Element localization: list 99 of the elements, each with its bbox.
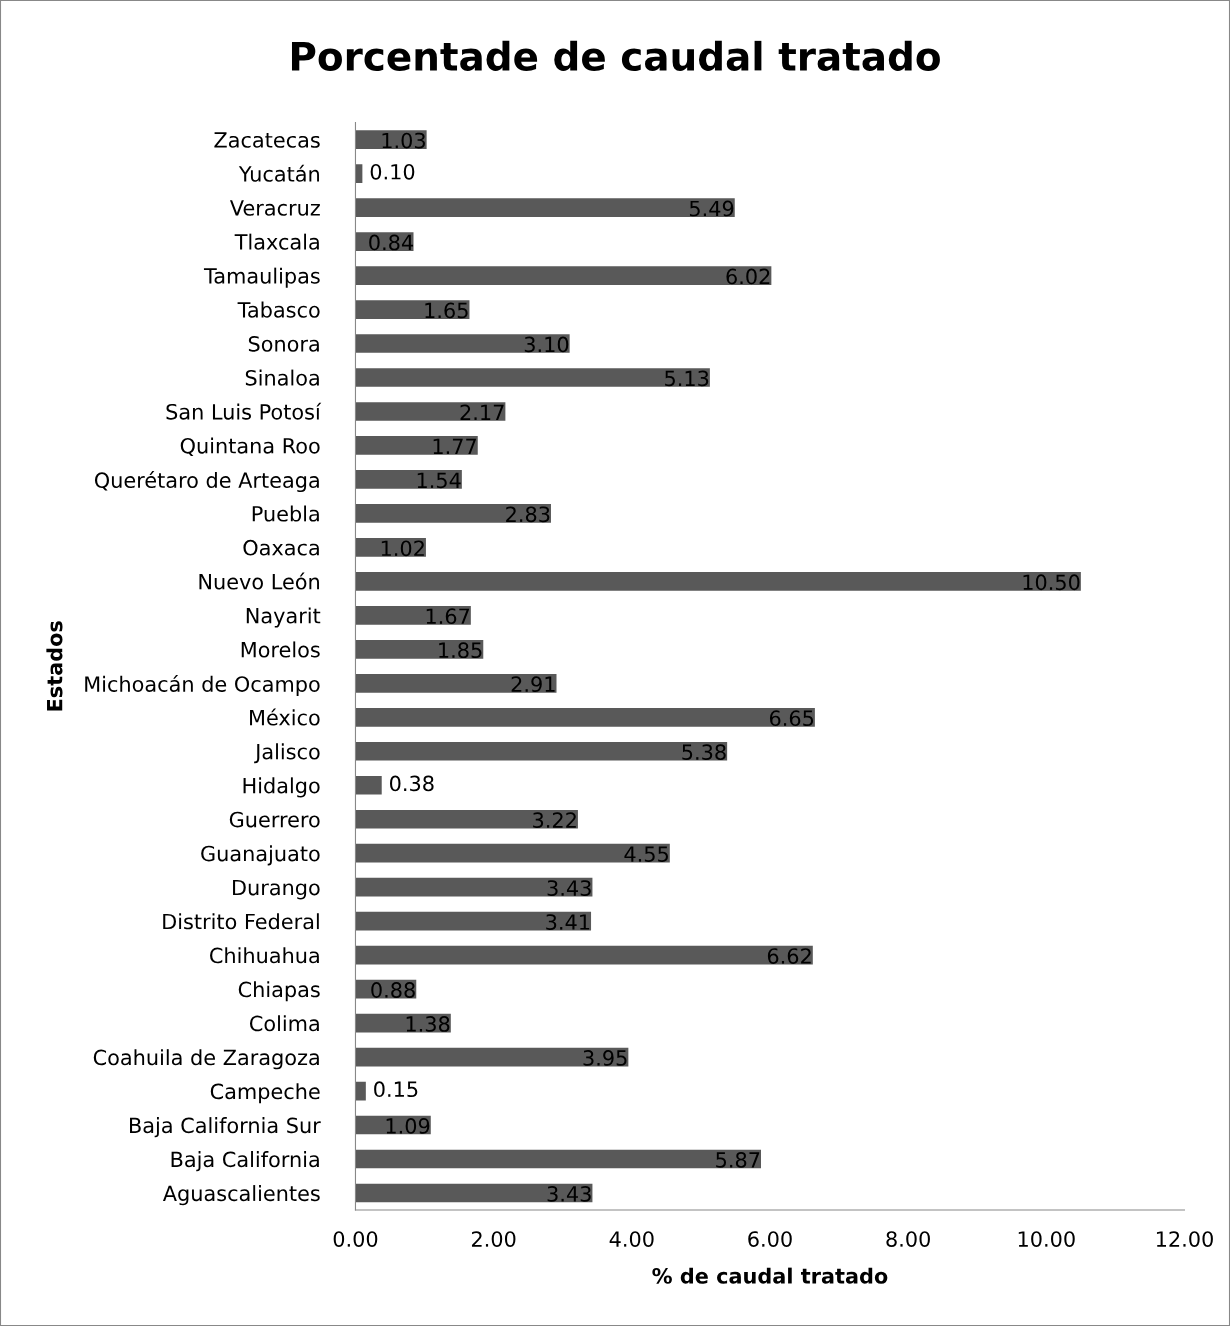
data-label: 6.65 xyxy=(769,710,814,727)
bar xyxy=(355,334,570,353)
y-tick-label: México xyxy=(250,708,320,726)
data-label: 1.77 xyxy=(433,438,476,454)
bar xyxy=(355,504,551,523)
data-label: 1.02 xyxy=(381,540,424,557)
bar xyxy=(355,741,728,761)
y-tick-label: Nayarit xyxy=(246,607,321,628)
x-tick-label: 0.00 xyxy=(333,1231,378,1247)
y-axis-title: Estados xyxy=(46,621,63,711)
data-label: 1.38 xyxy=(406,1016,450,1032)
data-label: 0.88 xyxy=(371,982,415,998)
y-tick-label: Campeche xyxy=(210,1083,320,1104)
x-tick-label: 10.00 xyxy=(1018,1231,1075,1247)
y-tick-label: Baja California xyxy=(171,1151,319,1172)
data-label: 2.91 xyxy=(511,676,555,693)
bar xyxy=(355,572,1081,591)
y-tick-label: Puebla xyxy=(252,505,319,522)
data-label: 0.10 xyxy=(370,163,415,180)
bar xyxy=(355,707,815,727)
x-tick-label: 2.00 xyxy=(471,1231,516,1247)
y-tick-label: Quintana Roo xyxy=(180,437,320,457)
x-tick-label: 8.00 xyxy=(886,1231,930,1247)
y-tick-label: San Luis Potosí xyxy=(166,402,322,420)
bar xyxy=(355,1183,593,1203)
data-label: 5.49 xyxy=(689,200,734,217)
data-label: 10.50 xyxy=(1023,574,1080,591)
data-label: 2.17 xyxy=(460,404,504,420)
y-tick-label: Distrito Federal xyxy=(163,913,319,930)
x-tick-label: 4.00 xyxy=(609,1231,654,1247)
y-tick-label: Coahuila de Zaragoza xyxy=(93,1049,319,1070)
y-tick-label: Tlaxcala xyxy=(234,233,319,250)
bar xyxy=(355,911,592,931)
data-label: 4.55 xyxy=(624,846,668,862)
bar xyxy=(355,1047,629,1067)
y-tick-label: Zacatecas xyxy=(214,132,320,148)
data-label: 5.38 xyxy=(682,744,726,761)
data-label: 3.22 xyxy=(533,812,576,828)
y-tick-label: Veracruz xyxy=(229,200,320,216)
data-label: 6.02 xyxy=(726,268,770,285)
y-tick-label: Nuevo León xyxy=(199,572,319,590)
data-label: 0.84 xyxy=(369,234,414,251)
y-tick-label: Oaxaca xyxy=(243,539,319,556)
y-tick-label: Yucatán xyxy=(238,164,319,182)
data-label: 1.85 xyxy=(439,642,482,659)
y-tick-label: Tamaulipas xyxy=(203,267,320,288)
data-label: 1.03 xyxy=(382,132,425,149)
bar xyxy=(355,639,484,659)
data-label: 0.38 xyxy=(390,775,434,792)
bar xyxy=(355,945,813,965)
data-label: 5.13 xyxy=(665,370,709,387)
bar xyxy=(355,198,735,217)
y-tick-label: Morelos xyxy=(241,641,320,658)
y-tick-label: Guerrero xyxy=(229,811,320,828)
data-label: 3.43 xyxy=(547,880,591,896)
bar xyxy=(355,470,462,489)
y-tick-label: Tabasco xyxy=(237,301,320,318)
bar xyxy=(355,606,471,625)
bar xyxy=(355,809,578,829)
bar xyxy=(355,402,506,421)
bar xyxy=(355,877,593,897)
data-label: 3.41 xyxy=(546,914,590,930)
y-tick-label: Chiapas xyxy=(238,981,320,1002)
x-axis-title: % de caudal tratado xyxy=(652,1267,888,1284)
y-tick-label: Sinaloa xyxy=(245,369,319,386)
y-tick-label: Michoacán de Ocampo xyxy=(85,674,320,696)
bar xyxy=(355,775,382,795)
bar xyxy=(355,1081,366,1101)
y-tick-label: Baja California Sur xyxy=(130,1117,321,1138)
y-tick-label: Querétaro de Arteaga xyxy=(94,471,319,493)
data-label: 1.09 xyxy=(386,1118,430,1134)
y-tick-label: Sonora xyxy=(248,335,319,352)
data-label: 2.83 xyxy=(506,506,550,523)
data-label: 3.10 xyxy=(524,336,569,353)
bar xyxy=(355,1149,761,1169)
y-tick-label: Chihuahua xyxy=(210,947,319,964)
data-label: 1.65 xyxy=(425,302,468,319)
y-tick-label: Durango xyxy=(233,879,320,900)
bar xyxy=(355,436,478,455)
bar xyxy=(355,673,557,693)
data-label: 3.95 xyxy=(583,1050,627,1066)
data-label: 1.67 xyxy=(426,608,470,625)
bar xyxy=(355,266,772,285)
data-label: 3.43 xyxy=(547,1185,591,1202)
data-label: 0.15 xyxy=(374,1081,418,1098)
y-tick-label: Guanajuato xyxy=(201,845,320,866)
bar xyxy=(355,843,670,863)
x-tick-label: 6.00 xyxy=(748,1231,792,1247)
data-label: 1.54 xyxy=(417,472,461,489)
y-tick-label: Jalisco xyxy=(254,743,320,764)
data-label: 6.62 xyxy=(767,948,811,964)
y-tick-label: Colima xyxy=(249,1015,319,1032)
bar xyxy=(355,300,470,319)
y-tick-label: Aguascalientes xyxy=(162,1185,320,1206)
chart-title: Porcentade de caudal tratado xyxy=(291,40,940,71)
bar xyxy=(355,368,710,387)
data-label: 5.87 xyxy=(716,1152,760,1168)
x-tick-label: 12.00 xyxy=(1156,1231,1213,1247)
y-tick-label: Hidalgo xyxy=(243,777,320,798)
